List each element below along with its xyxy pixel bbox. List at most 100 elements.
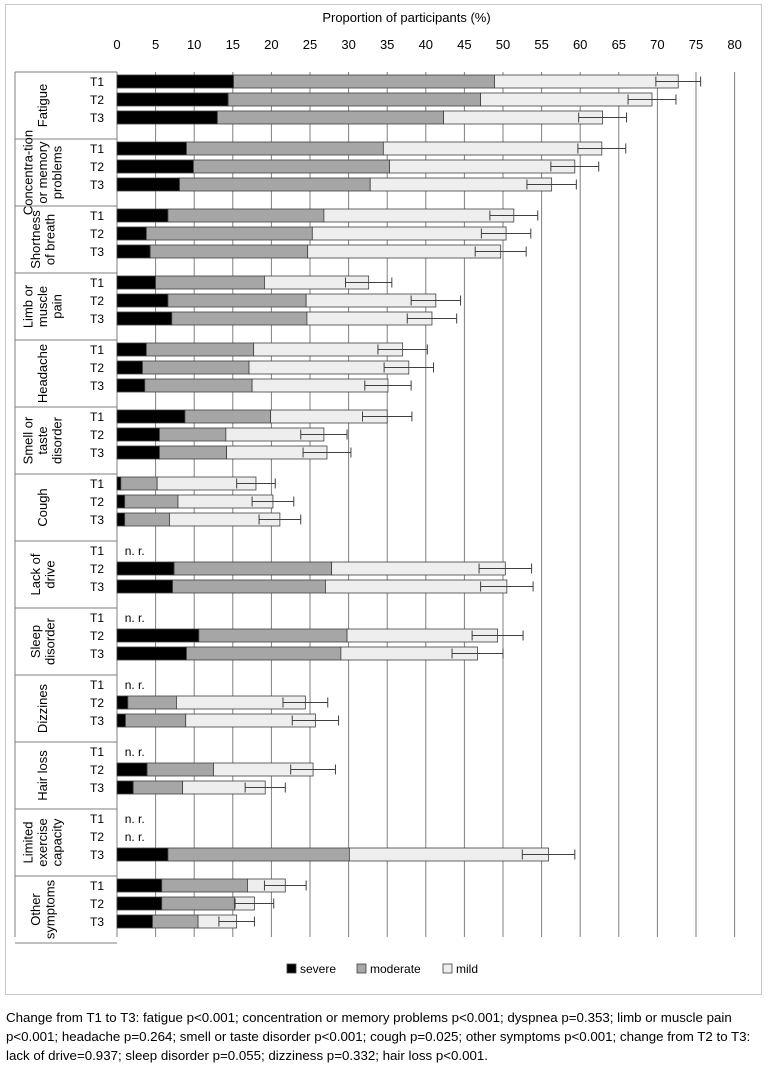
group-label-line-11-1: exercise	[35, 818, 50, 866]
bar-severe-3-2	[116, 311, 173, 326]
legend-swatch-moderate	[356, 963, 367, 974]
bar-moderate-8-1	[198, 628, 348, 643]
group-label-line-3-0: Limb or	[21, 284, 36, 328]
time-label-9-0: T1	[90, 678, 104, 692]
bar-moderate-3-0	[155, 275, 265, 290]
bar-moderate-7-1	[173, 561, 333, 576]
group-label-line-11-2: capacity	[50, 818, 65, 866]
bar-severe-4-2	[116, 378, 146, 393]
bar-severe-6-0	[116, 476, 122, 491]
bar-mild-7-2	[325, 579, 508, 594]
x-tick-label-45: 45	[457, 37, 471, 52]
bar-moderate-2-0	[167, 208, 325, 223]
group-label-line-3-1: muscle	[35, 286, 50, 327]
time-label-1-0: T1	[90, 142, 104, 156]
x-axis-title: Proportion of participants (%)	[322, 10, 490, 25]
bar-severe-10-1	[116, 762, 148, 777]
group-label-line-1-1: or memory	[35, 141, 50, 204]
bar-severe-6-1	[116, 494, 126, 509]
time-label-6-2: T3	[90, 513, 104, 527]
time-label-2-2: T3	[90, 245, 104, 259]
time-label-7-1: T2	[90, 562, 104, 576]
time-label-10-2: T3	[90, 781, 104, 795]
bar-moderate-8-2	[186, 646, 342, 661]
time-label-12-0: T1	[90, 879, 104, 893]
bar-mild-2-1	[311, 226, 507, 241]
time-label-5-0: T1	[90, 410, 104, 424]
group-label-line-9-0: Dizzines	[35, 683, 50, 733]
bar-moderate-12-1	[161, 896, 235, 911]
time-label-7-0: T1	[90, 544, 104, 558]
bar-severe-11-2	[116, 847, 169, 862]
bar-moderate-6-0	[120, 476, 158, 491]
bar-severe-12-0	[116, 878, 163, 893]
bar-mild-1-1	[389, 159, 576, 174]
bar-mild-2-2	[307, 244, 502, 259]
bar-severe-8-2	[116, 646, 187, 661]
legend-swatch-severe	[286, 963, 297, 974]
time-label-8-0: T1	[90, 611, 104, 625]
time-label-0-1: T2	[90, 93, 104, 107]
bar-moderate-1-1	[193, 159, 390, 174]
bar-severe-12-2	[116, 914, 153, 929]
x-tick-label-55: 55	[534, 37, 548, 52]
bar-moderate-0-0	[233, 74, 495, 89]
not-reported-label-9-0: n. r.	[125, 678, 145, 692]
time-label-11-0: T1	[90, 812, 104, 826]
time-label-12-2: T3	[90, 915, 104, 929]
legend-swatch-mild	[442, 963, 453, 974]
bar-moderate-3-1	[167, 293, 307, 308]
not-reported-label-8-0: n. r.	[125, 611, 145, 625]
bar-severe-2-2	[116, 244, 151, 259]
bar-severe-1-0	[116, 141, 187, 156]
group-label-line-2-1: of breath	[42, 214, 57, 265]
time-label-4-0: T1	[90, 343, 104, 357]
time-label-3-0: T1	[90, 276, 104, 290]
bar-moderate-9-1	[127, 695, 177, 710]
time-label-10-1: T2	[90, 763, 104, 777]
stacked-bar-chart: Proportion of participants (%) 0 5 10 15 20 25…	[14, 10, 742, 976]
bar-severe-3-1	[116, 293, 169, 308]
time-label-12-1: T2	[90, 897, 104, 911]
bar-mild-0-1	[480, 92, 653, 107]
x-tick-label-5: 5	[152, 37, 159, 52]
x-tick-label-40: 40	[419, 37, 433, 52]
time-label-5-1: T2	[90, 428, 104, 442]
time-label-1-2: T3	[90, 178, 104, 192]
bar-severe-2-0	[116, 208, 169, 223]
x-tick-label-50: 50	[496, 37, 510, 52]
x-tick-label-70: 70	[650, 37, 664, 52]
bar-moderate-3-2	[171, 311, 308, 326]
group-label-line-8-1: disorder	[42, 617, 57, 665]
group-label-line-4-0: Headache	[35, 344, 50, 403]
bar-severe-3-0	[116, 275, 156, 290]
x-tick-label-15: 15	[226, 37, 240, 52]
x-tick-label-80: 80	[727, 37, 741, 52]
x-tick-label-75: 75	[689, 37, 703, 52]
bar-mild-1-2	[369, 177, 553, 192]
time-label-4-2: T3	[90, 379, 104, 393]
time-label-8-2: T3	[90, 647, 104, 661]
time-label-11-1: T2	[90, 830, 104, 844]
bar-moderate-1-0	[186, 141, 384, 156]
group-label-line-5-1: taste	[35, 426, 50, 454]
time-label-1-1: T2	[90, 160, 104, 174]
time-label-8-1: T2	[90, 629, 104, 643]
bar-moderate-10-1	[146, 762, 214, 777]
bar-moderate-2-1	[145, 226, 313, 241]
time-label-9-2: T3	[90, 714, 104, 728]
not-reported-label-7-0: n. r.	[125, 544, 145, 558]
bar-moderate-6-1	[124, 494, 179, 509]
group-label-line-5-0: Smell or	[21, 416, 36, 464]
bar-severe-5-2	[116, 445, 160, 460]
not-reported-label-11-1: n. r.	[125, 830, 145, 844]
time-label-3-1: T2	[90, 294, 104, 308]
time-label-5-2: T3	[90, 446, 104, 460]
bar-severe-9-1	[116, 695, 129, 710]
bar-severe-0-1	[116, 92, 229, 107]
bar-moderate-0-1	[227, 92, 482, 107]
group-label-line-8-0: Sleep	[28, 625, 43, 658]
group-label-line-1-0: Concentra-tion	[21, 130, 36, 215]
time-label-10-0: T1	[90, 745, 104, 759]
group-label-line-7-0: Lack of	[28, 553, 43, 595]
